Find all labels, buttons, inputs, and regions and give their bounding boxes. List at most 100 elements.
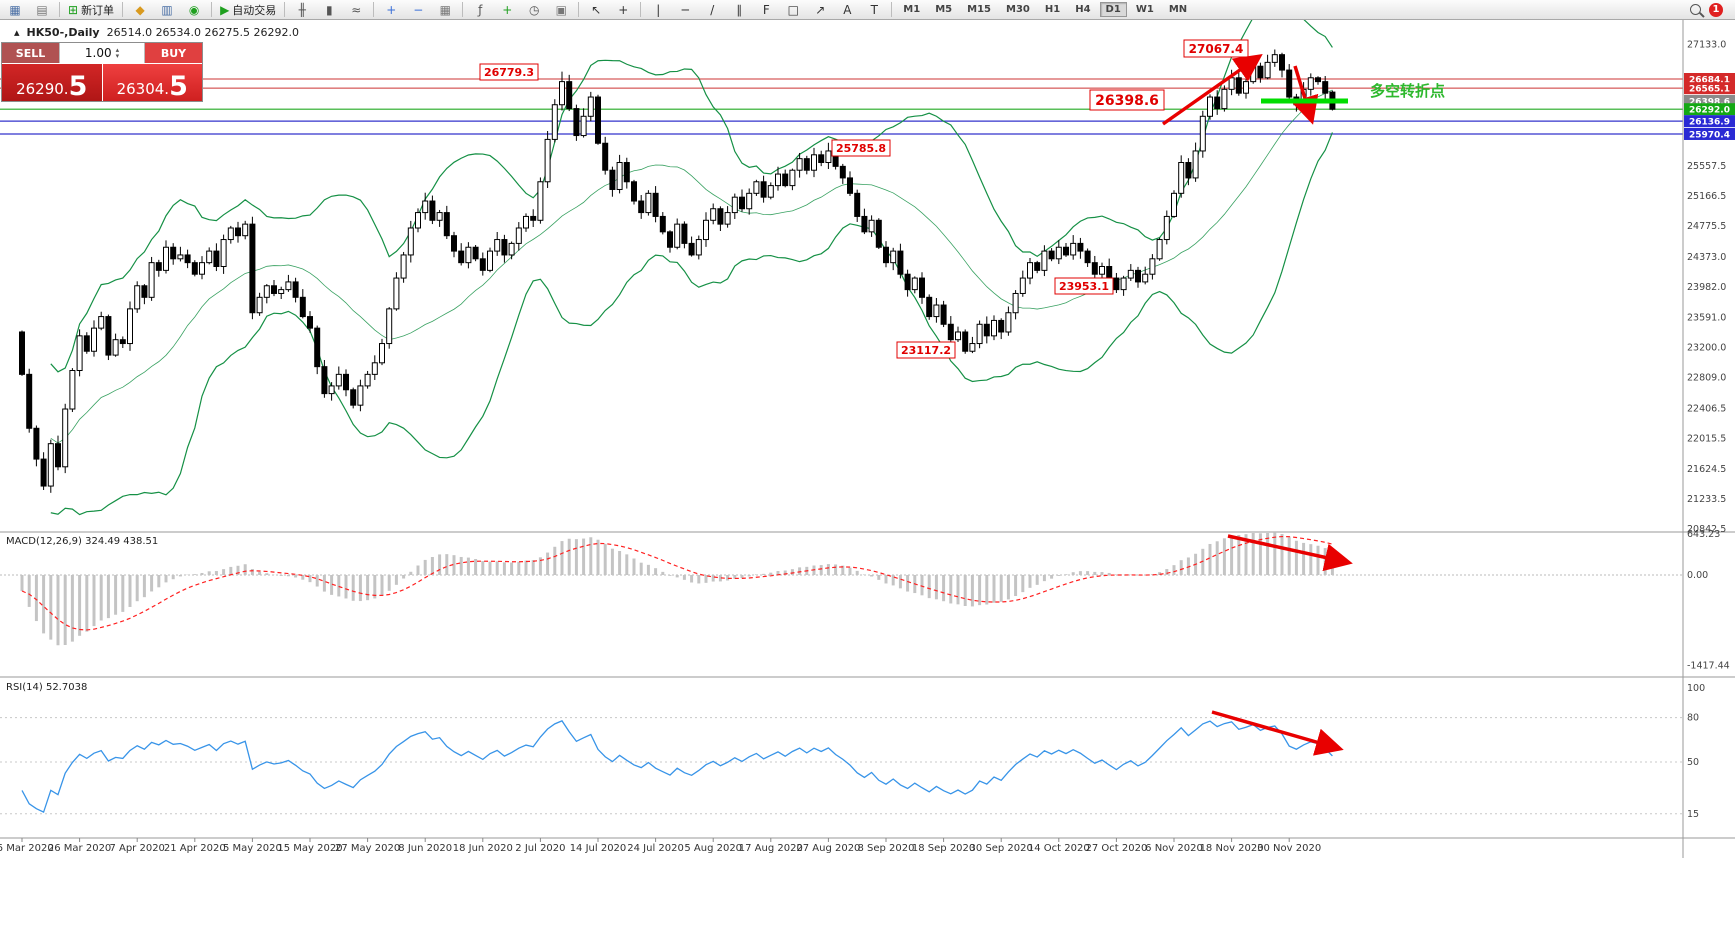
chart-title: ▴ HK50-,Daily 26514.0 26534.0 26275.5 26… [14,26,299,39]
chart-canvas[interactable]: 27133.0 25557.5 25166.5 24775.5 24373.0 23982… [0,20,1735,945]
candle-chart-mode-button[interactable]: ▮ [316,0,342,19]
svg-text:25970.4: 25970.4 [1689,130,1730,140]
price-tag [1684,82,1735,95]
candlestick-series [19,49,1336,493]
shapes-button[interactable]: □ [780,0,806,19]
new-order-label: 新订单 [81,3,115,17]
svg-text:17 Aug 2020: 17 Aug 2020 [739,843,803,854]
timeframe-h1-button[interactable]: H1 [1044,4,1061,15]
rsi-panel: 100 80 50 15 RSI(14) 52.7038 [0,682,1705,820]
metaeditor-icon: ◆ [135,2,145,17]
svg-text:27067.4: 27067.4 [1189,42,1244,56]
svg-text:26398.6: 26398.6 [1689,97,1730,107]
price-annotation-box [479,63,539,81]
svg-text:23200.0: 23200.0 [1687,342,1726,353]
chart-profiles-icon: ▤ [36,2,48,17]
sell-price[interactable]: 26290. 5 [2,64,102,101]
svg-text:50: 50 [1687,757,1699,768]
cursor-button[interactable]: ↖ [583,0,609,19]
svg-text:15: 15 [1687,809,1699,820]
vertical-line-icon: | [656,2,661,17]
buy-price[interactable]: 26304. 5 [102,64,202,101]
period-cycles-button[interactable]: ◷ [521,0,547,19]
chart-icon: ▴ [14,26,20,39]
toolbar-separator [284,2,286,17]
new-chart-button[interactable]: ▦ [2,0,28,19]
svg-text:26398.6: 26398.6 [1095,93,1159,109]
one-click-trading-panel: SELL 1.00 ▴ ▾ BUY 26290. 5 26304. 5 [1,42,203,102]
new-order-button[interactable]: ⊞ 新订单 [64,0,118,19]
templates-button[interactable]: ▣ [548,0,574,19]
svg-text:23982.0: 23982.0 [1687,282,1726,293]
timeframe-m5-button[interactable]: M5 [935,4,953,15]
price-annotation-box [831,139,891,157]
toolbar: ▦ ▤ ⊞ 新订单 ◆ ▥ ◉ ▶ 自动交易 ╫ ▮ ≈ + − ▦ ƒ + ◷ ▣ ↖ + | ─ / ∥ F □ ↗ A T M1 M5 M… [0,0,1735,20]
macd-panel: MACD(12,26,9) 324.49 438.51 643.23 0.00 -14… [0,529,1730,671]
zoom-in-button[interactable]: + [378,0,404,19]
price-axis: 27133.0 25557.5 25166.5 24775.5 24373.0 23982… [1684,39,1735,535]
sell-price-main: 26290. [16,80,69,98]
svg-text:18 Jun 2020: 18 Jun 2020 [453,843,513,854]
crosshair-icon: + [618,2,629,17]
notification-badge[interactable]: 1 [1709,2,1723,17]
svg-text:14 Jul 2020: 14 Jul 2020 [570,843,627,854]
toolbar-separator [640,2,642,17]
svg-text:16 Mar 2020: 16 Mar 2020 [0,843,54,854]
strategy-tester-button[interactable]: ▥ [154,0,180,19]
search-icon[interactable] [1690,4,1701,15]
timeframe-d1-button[interactable]: D1 [1099,2,1127,17]
sell-button[interactable]: SELL [2,43,59,63]
volume-up-button[interactable]: ▴ [115,46,120,54]
text-tool-button[interactable]: A [834,0,860,19]
svg-text:26779.3: 26779.3 [484,66,534,79]
chart-symbol-period: HK50-,Daily [26,26,100,39]
price-tag [1684,127,1735,140]
volume-down-button[interactable]: ▾ [115,52,120,60]
buy-button[interactable]: BUY [145,43,202,63]
equidistant-channel-button[interactable]: ∥ [726,0,752,19]
auto-trading-button[interactable]: ▶ 自动交易 [216,0,280,19]
svg-text:25785.8: 25785.8 [836,142,886,155]
indicator-list-button[interactable]: ƒ [467,0,493,19]
timeframe-m15-button[interactable]: M15 [967,4,992,15]
trendline-icon: / [710,2,715,17]
chart-profiles-button[interactable]: ▤ [29,0,55,19]
add-indicator-button[interactable]: + [494,0,520,19]
bar-chart-mode-icon: ╫ [298,2,306,17]
market-watch-button[interactable]: ◉ [181,0,207,19]
horizontal-level-lines [0,78,1683,135]
trend-arrow [1227,534,1353,572]
trendline-button[interactable]: / [699,0,725,19]
svg-text:21624.5: 21624.5 [1687,464,1726,475]
svg-text:15 May 2020: 15 May 2020 [277,843,342,854]
line-chart-mode-button[interactable]: ≈ [343,0,369,19]
price-annotation-box [1089,89,1165,111]
svg-text:5 May 2020: 5 May 2020 [223,843,282,854]
crosshair-button[interactable]: + [610,0,636,19]
timeframe-m30-button[interactable]: M30 [1006,4,1030,15]
timeframe-m1-button[interactable]: M1 [903,4,921,15]
timeframe-h4-button[interactable]: H4 [1075,4,1091,15]
toolbar-separator [462,2,464,17]
templates-icon: ▣ [555,2,567,17]
timeframe-mn-button[interactable]: MN [1168,4,1188,15]
volume-input[interactable]: 1.00 ▴ ▾ [59,43,145,63]
svg-text:24775.5: 24775.5 [1687,221,1726,232]
svg-text:27 May 2020: 27 May 2020 [335,843,400,854]
macd-signal-line [21,535,1333,631]
turning-point-note: 多空转折点 [1370,82,1445,100]
metaeditor-button[interactable]: ◆ [127,0,153,19]
tile-windows-button[interactable]: ▦ [432,0,458,19]
horizontal-line-button[interactable]: ─ [672,0,698,19]
svg-text:30 Nov 2020: 30 Nov 2020 [1257,843,1321,854]
vertical-line-button[interactable]: | [645,0,671,19]
arrows-tool-button[interactable]: ↗ [807,0,833,19]
timeframe-w1-button[interactable]: W1 [1135,4,1154,15]
text-label-button[interactable]: T [861,0,887,19]
toolbar-separator [59,2,60,17]
bar-chart-mode-button[interactable]: ╫ [289,0,315,19]
cursor-icon: ↖ [591,2,602,17]
svg-text:0.00: 0.00 [1687,570,1708,581]
fibonacci-button[interactable]: F [753,0,779,19]
zoom-out-button[interactable]: − [405,0,431,19]
